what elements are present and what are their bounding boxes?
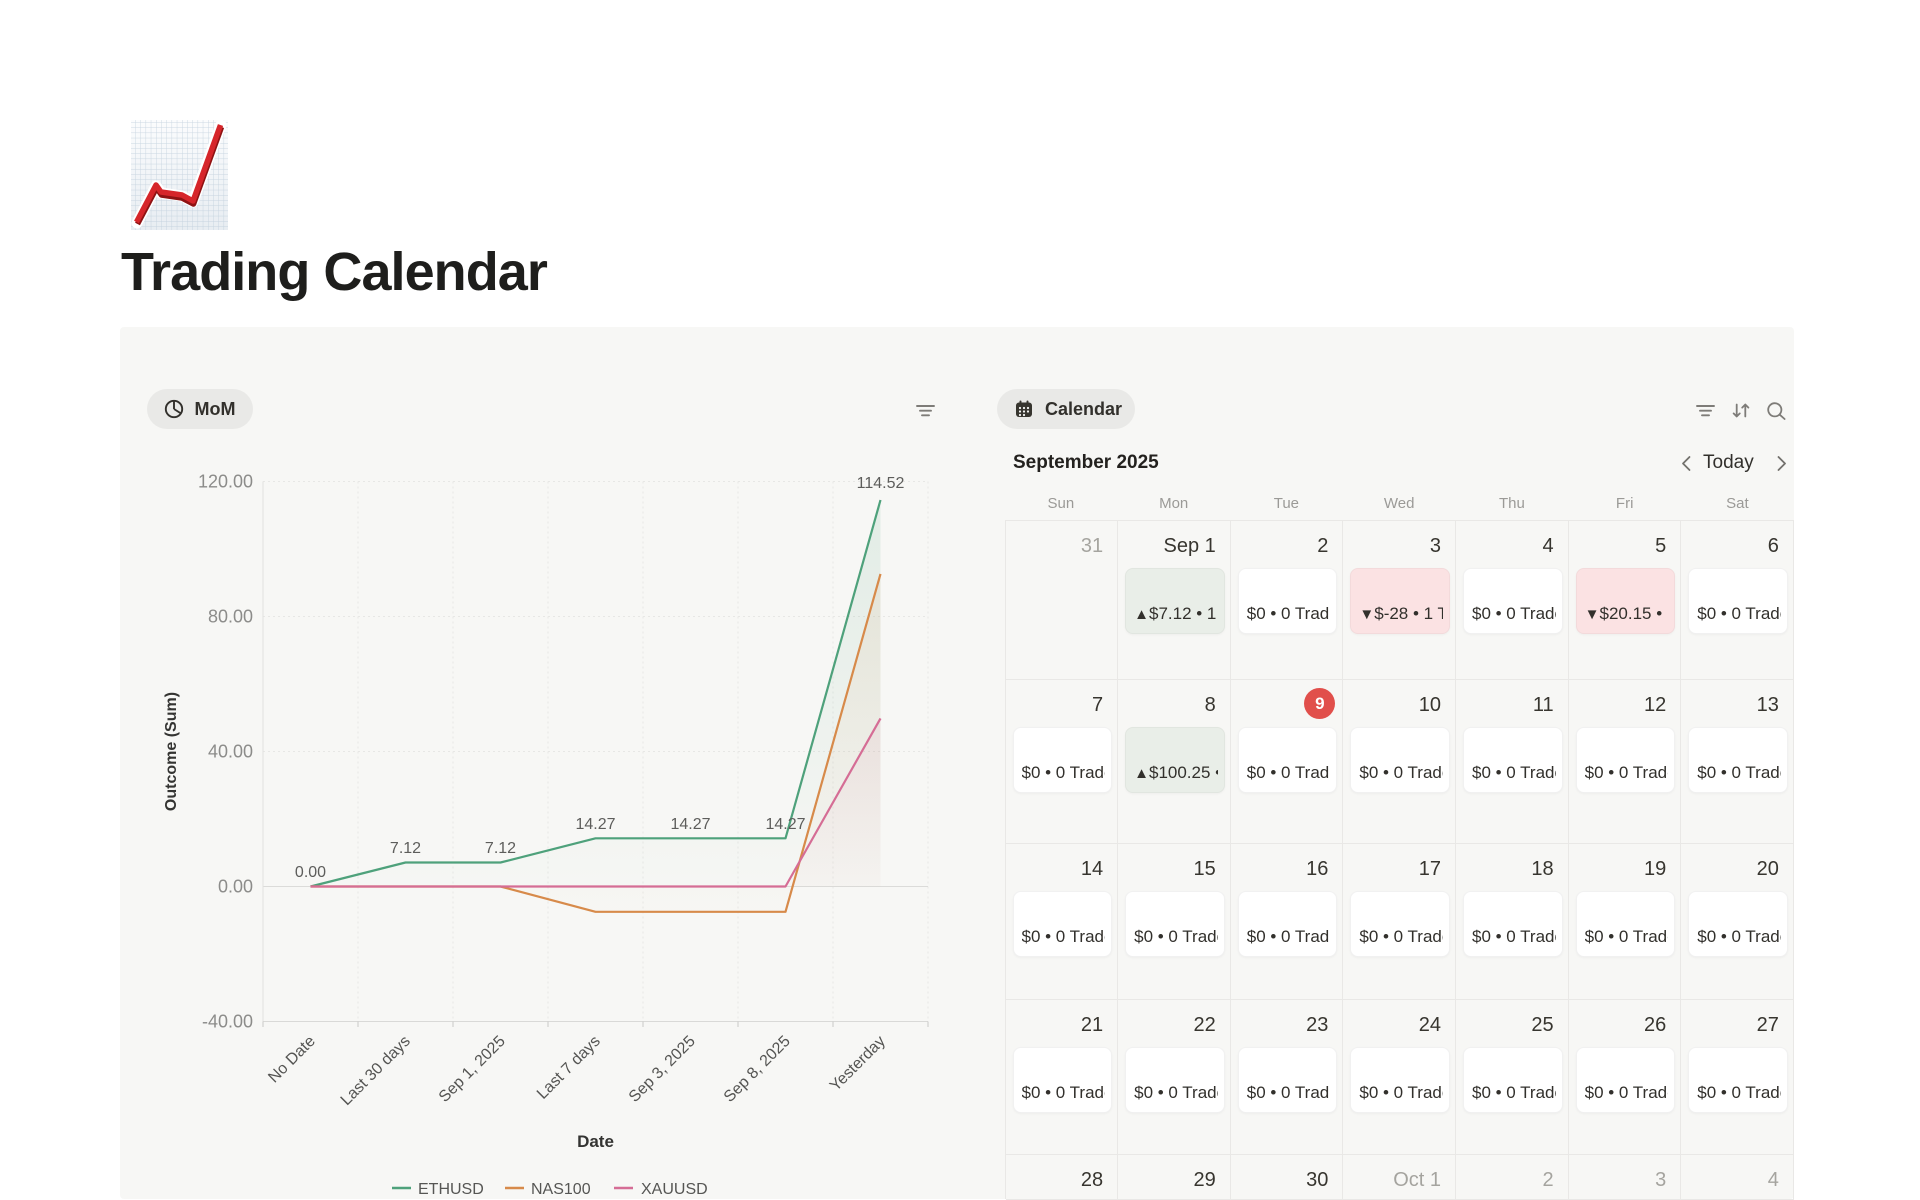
svg-text:XAUUSD: XAUUSD	[641, 1181, 708, 1198]
svg-text:Outcome (Sum): Outcome (Sum)	[163, 692, 180, 811]
svg-text:80.00: 80.00	[208, 607, 253, 627]
svg-text:0.00: 0.00	[218, 877, 253, 897]
svg-text:40.00: 40.00	[208, 742, 253, 762]
svg-text:Date: Date	[577, 1132, 614, 1151]
svg-text:14.27: 14.27	[765, 816, 805, 833]
svg-text:7.12: 7.12	[390, 840, 421, 857]
svg-text:Last 7 days: Last 7 days	[534, 1033, 604, 1103]
svg-text:Yesterday: Yesterday	[827, 1033, 889, 1095]
svg-text:NAS100: NAS100	[531, 1181, 591, 1198]
svg-text:No Date: No Date	[265, 1033, 319, 1087]
svg-text:Sep 3, 2025: Sep 3, 2025	[626, 1033, 699, 1106]
svg-text:Last 30 days: Last 30 days	[338, 1033, 414, 1109]
svg-text:14.27: 14.27	[575, 816, 615, 833]
svg-text:ETHUSD: ETHUSD	[418, 1181, 484, 1198]
svg-text:Sep 8, 2025: Sep 8, 2025	[721, 1033, 794, 1106]
svg-text:0.00: 0.00	[295, 864, 326, 881]
svg-text:114.52: 114.52	[857, 475, 905, 492]
svg-text:14.27: 14.27	[670, 816, 710, 833]
svg-text:-40.00: -40.00	[202, 1012, 253, 1032]
svg-text:Sep 1, 2025: Sep 1, 2025	[436, 1033, 509, 1106]
svg-text:7.12: 7.12	[485, 840, 516, 857]
svg-text:120.00: 120.00	[198, 472, 253, 492]
